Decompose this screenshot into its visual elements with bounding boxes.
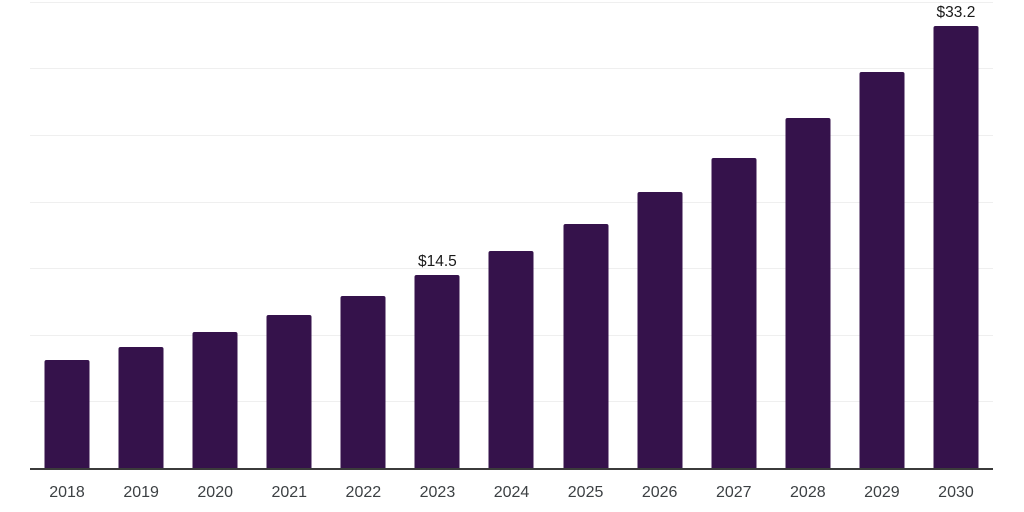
bar-2022 [340, 296, 386, 468]
data-label-2023: $14.5 [418, 252, 457, 270]
x-tick-label-2018: 2018 [49, 484, 85, 501]
bar-slot-2029 [845, 72, 919, 468]
x-tick-label-2021: 2021 [271, 484, 308, 501]
x-tick-label-2030: 2030 [938, 484, 974, 501]
bar-slot-2018 [30, 360, 104, 468]
x-tick-label-2023: 2023 [419, 484, 456, 501]
bar-2025 [563, 224, 609, 468]
bar-slot-2030: $33.2 [919, 4, 993, 468]
bar-2021 [266, 314, 312, 468]
bar-slot-2020 [178, 332, 252, 468]
bar-2027 [711, 157, 757, 468]
bar-slot-2025 [549, 224, 623, 468]
bar-slot-2024 [474, 250, 548, 468]
bar-2029 [859, 72, 905, 468]
bar-2028 [785, 117, 831, 468]
bar-slot-2027 [697, 157, 771, 468]
gridline-20 [30, 201, 993, 203]
bar-slot-2022 [326, 296, 400, 468]
x-tick-label-2027: 2027 [715, 484, 752, 501]
x-tick-label-2028: 2028 [790, 484, 826, 501]
x-tick-label-2025: 2025 [567, 484, 604, 501]
bar-2024 [488, 250, 534, 468]
x-axis-labels: 2018 2019 2020 2021 2022 2023 2024 2025 2026 2027… [30, 483, 993, 503]
bar-2026 [637, 192, 683, 468]
gridline-35 [30, 1, 993, 3]
x-tick-label-2020: 2020 [197, 484, 233, 501]
bar-2019 [118, 346, 164, 468]
plot-area: $14.5 $33.2 [30, 0, 993, 470]
bar-slot-2019 [104, 346, 178, 468]
bar-slot-2026 [623, 192, 697, 468]
gridline-25 [30, 135, 993, 136]
bar-slot-2028 [771, 117, 845, 468]
bar-slot-2023: $14.5 [400, 253, 474, 468]
bar-2020 [192, 332, 238, 468]
x-axis-line [30, 468, 993, 470]
data-label-2030: $33.2 [936, 3, 976, 21]
x-tick-label-2019: 2019 [123, 484, 159, 501]
x-tick-label-2029: 2029 [864, 484, 900, 501]
x-tick-label-2022: 2022 [345, 484, 382, 501]
bar-slot-2021 [252, 314, 326, 468]
bar-2030 [933, 25, 979, 468]
x-tick-label-2026: 2026 [641, 484, 678, 501]
x-tick-label-2024: 2024 [493, 484, 530, 501]
bar-2018 [44, 360, 90, 468]
gridline-30 [30, 68, 993, 70]
bar-2023 [414, 274, 460, 468]
